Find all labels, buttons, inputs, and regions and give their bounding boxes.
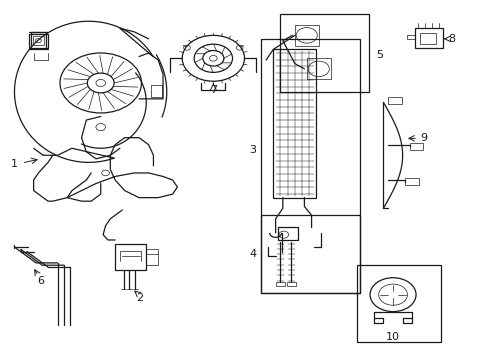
Bar (404, 178, 419, 185)
Bar (273, 49, 316, 198)
Bar (151, 85, 161, 97)
Text: 1: 1 (11, 159, 18, 169)
Text: 2: 2 (136, 293, 143, 303)
Bar (409, 143, 423, 150)
Text: 9: 9 (420, 133, 427, 143)
Text: 5: 5 (376, 50, 383, 60)
Bar (306, 58, 330, 80)
Bar (276, 282, 284, 286)
Bar (356, 265, 440, 342)
Bar (294, 25, 318, 46)
Text: 4: 4 (249, 249, 256, 259)
Bar (420, 33, 435, 44)
Text: 7: 7 (209, 85, 217, 95)
Text: 3: 3 (249, 145, 256, 155)
Bar (115, 243, 146, 270)
Bar (414, 28, 443, 48)
Text: 6: 6 (37, 275, 44, 285)
Bar (278, 226, 298, 240)
Text: 10: 10 (385, 332, 399, 342)
Bar (33, 36, 44, 45)
Bar (29, 33, 48, 48)
Bar (261, 215, 359, 293)
Text: 8: 8 (447, 34, 454, 44)
Bar (261, 39, 359, 293)
Bar (280, 14, 368, 92)
Bar (286, 282, 295, 286)
Bar (387, 97, 401, 104)
Bar (146, 249, 158, 265)
